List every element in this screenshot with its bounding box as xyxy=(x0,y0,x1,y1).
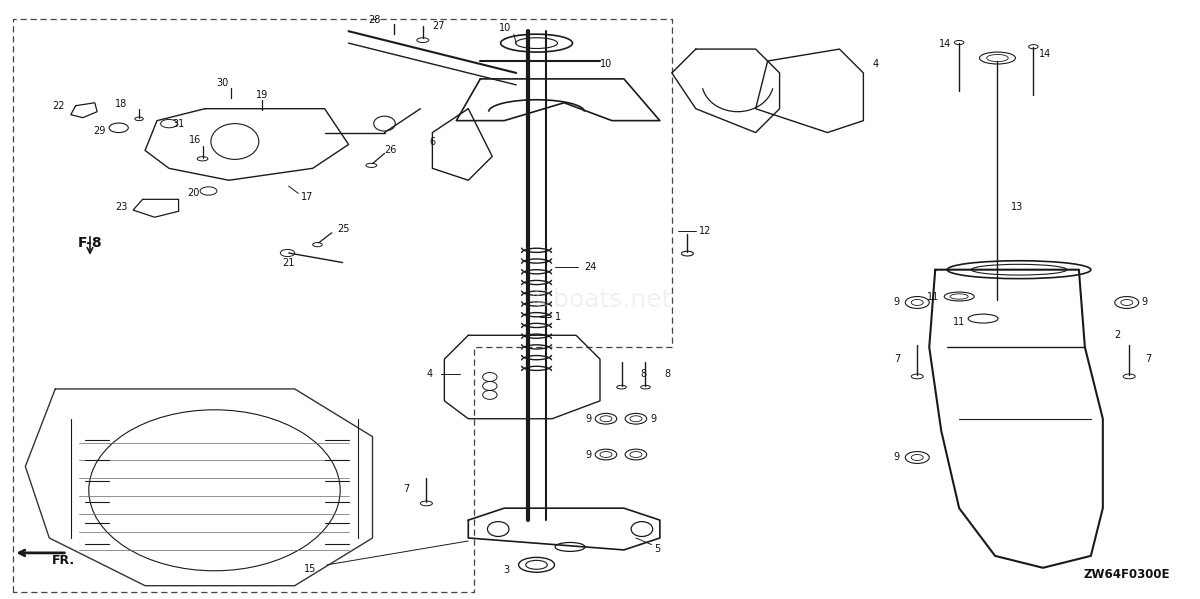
Text: 11: 11 xyxy=(953,317,965,327)
Text: 8: 8 xyxy=(640,369,646,379)
Text: 23: 23 xyxy=(115,202,127,212)
Text: 7: 7 xyxy=(894,354,900,364)
Text: 19: 19 xyxy=(257,90,269,100)
Text: 10: 10 xyxy=(499,23,511,33)
Text: 29: 29 xyxy=(94,126,106,137)
Text: 22: 22 xyxy=(53,101,65,111)
Text: 9: 9 xyxy=(584,449,592,459)
Text: 6: 6 xyxy=(430,137,436,147)
Text: 9: 9 xyxy=(650,414,656,423)
Text: 30: 30 xyxy=(217,78,229,88)
Text: 9: 9 xyxy=(894,452,900,462)
Text: 25: 25 xyxy=(337,224,350,234)
Text: ZW64F0300E: ZW64F0300E xyxy=(1084,568,1170,582)
Text: 9: 9 xyxy=(1141,298,1147,307)
Text: 5: 5 xyxy=(654,544,660,553)
Text: 17: 17 xyxy=(300,192,313,202)
Text: 16: 16 xyxy=(190,135,202,145)
Text: 7: 7 xyxy=(403,484,409,494)
Text: 24: 24 xyxy=(584,262,596,272)
Text: FR.: FR. xyxy=(52,554,76,567)
Text: 14: 14 xyxy=(938,40,950,49)
Text: 9: 9 xyxy=(584,414,592,423)
Text: 31: 31 xyxy=(173,119,185,129)
Text: 14: 14 xyxy=(1039,49,1051,59)
Text: 7: 7 xyxy=(1145,354,1152,364)
Text: 10: 10 xyxy=(600,59,612,69)
Text: 4: 4 xyxy=(427,369,433,379)
Text: 18: 18 xyxy=(115,99,127,109)
Text: 9: 9 xyxy=(894,298,900,307)
Text: F-8: F-8 xyxy=(78,236,102,250)
Text: ©boats.net: ©boats.net xyxy=(528,288,672,311)
Text: 11: 11 xyxy=(926,292,938,301)
Text: 3: 3 xyxy=(504,565,510,574)
Text: 20: 20 xyxy=(187,188,199,198)
Text: 27: 27 xyxy=(432,22,445,31)
Text: 15: 15 xyxy=(304,564,317,574)
Text: 1: 1 xyxy=(556,313,562,322)
Text: 2: 2 xyxy=(1114,330,1121,340)
Text: 21: 21 xyxy=(282,258,295,268)
Text: 13: 13 xyxy=(1010,202,1022,212)
Text: 28: 28 xyxy=(368,16,382,26)
Text: 12: 12 xyxy=(700,226,712,236)
Text: 4: 4 xyxy=(872,59,878,69)
Text: 26: 26 xyxy=(384,146,397,156)
Text: 8: 8 xyxy=(664,369,670,379)
